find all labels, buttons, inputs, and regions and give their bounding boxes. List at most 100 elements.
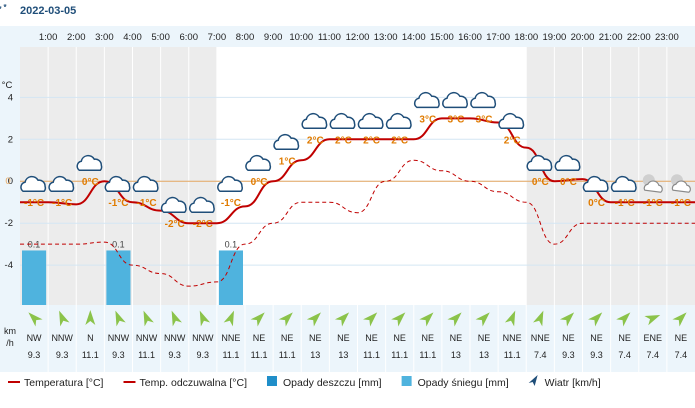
cloud-icon: [498, 112, 525, 130]
wind-speed-label: 9.3: [112, 350, 125, 360]
wind-arrow-shape: [115, 310, 126, 327]
legend-item: [528, 375, 538, 386]
legend-label: Opady śniegu [mm]: [418, 377, 509, 389]
wind-icon: [528, 375, 538, 386]
cloud-shape: [526, 154, 553, 171]
wind-arrow-shape: [447, 312, 462, 327]
wind-unit-label: /h: [6, 338, 14, 348]
wind-speed-label: 13: [479, 350, 489, 360]
wind-speed-label: 9.3: [562, 350, 575, 360]
wind-arrow-shape: [59, 310, 70, 327]
hour-label: 5:00: [151, 32, 170, 43]
wind-direction-label: ENE: [644, 333, 663, 343]
wind-direction-label: NNW: [51, 333, 73, 343]
hour-label: 22:00: [627, 32, 651, 43]
wind-direction-label: NNW: [108, 333, 130, 343]
y-tick-label: 0: [8, 176, 13, 187]
cloud-shape: [273, 133, 300, 151]
temperature-point-label: 3°C: [476, 114, 493, 125]
cloud-shape: [385, 112, 412, 130]
wind-direction-label: NNW: [136, 333, 158, 343]
cloud-icon: [217, 175, 243, 192]
hour-label: 23:00: [655, 32, 679, 43]
wind-arrow-shape: [419, 312, 434, 327]
wind-speed-label: 7.4: [647, 350, 660, 360]
hour-label: 12:00: [346, 32, 370, 43]
wind-direction-label: NNW: [192, 333, 214, 343]
cloud-shape: [48, 175, 75, 192]
wind-direction-label: NE: [675, 333, 688, 343]
cloud-shape: [217, 175, 243, 192]
hour-label: 16:00: [458, 32, 482, 43]
hour-label: 13:00: [374, 32, 398, 43]
cloud-shape: [329, 112, 356, 130]
moon-cloud-icon: [642, 174, 663, 193]
hour-label: 6:00: [180, 32, 199, 43]
temperature-point-label: 0°C: [560, 177, 577, 188]
wind-speed-label: 9.3: [28, 350, 41, 360]
cloud-icon: [301, 112, 328, 130]
cloud-icon: [160, 196, 187, 213]
wind-unit-label: km: [4, 326, 16, 336]
wind-arrow-icon: [588, 312, 603, 327]
wind-arrow-icon: [250, 312, 265, 327]
temperature-point-label: 0°C: [82, 177, 99, 188]
cloud-shape: [671, 180, 691, 193]
wind-speed-label: 11.1: [138, 350, 155, 360]
wind-arrow-icon: [171, 310, 182, 327]
hour-label: 15:00: [430, 32, 454, 43]
temperature-point-label: -1°C: [221, 198, 241, 209]
wind-arrow-shape: [85, 310, 96, 325]
legend-box-swatch: [401, 376, 412, 386]
temperature-point-label: -1°C: [615, 198, 635, 209]
y-tick-label: -4: [5, 260, 13, 271]
wind-arrow-icon: [28, 312, 43, 327]
wind-direction-label: NE: [562, 333, 575, 343]
cloud-shape: [498, 112, 525, 130]
wind-speed-label: 11.1: [82, 350, 99, 360]
cloud-icon: [554, 154, 581, 171]
wind-arrow-icon: [363, 312, 378, 327]
cloud-shape: [357, 112, 384, 130]
legend-label: Temp. odczuwalna [°C]: [139, 377, 247, 389]
wind-arrow-shape: [250, 312, 265, 327]
wind-arrow-shape: [672, 312, 687, 327]
wind-direction-label: N: [87, 333, 94, 343]
legend-label: Opady deszczu [mm]: [283, 377, 382, 389]
wind-arrow-shape: [644, 314, 661, 326]
cloud-icon: [526, 154, 553, 171]
legend-item: [401, 376, 412, 386]
cloud-snow-icon: [20, 175, 47, 192]
wind-speed-label: 7.4: [534, 350, 547, 360]
hour-label: 3:00: [95, 32, 114, 43]
snowflake-icon: *: [3, 3, 6, 12]
wind-arrow-shape: [588, 312, 603, 327]
wind-speed-label: 11.1: [223, 350, 240, 360]
feels-like-line: [20, 159, 695, 287]
wind-arrow-shape: [391, 312, 406, 327]
hour-label: 8:00: [236, 32, 255, 43]
temperature-point-label: 0°C: [251, 177, 268, 188]
cloud-icon: [76, 154, 103, 171]
temperature-point-label: 0°C: [532, 177, 549, 188]
wind-speed-label: 11.1: [391, 350, 408, 360]
wind-speed-label: 9.3: [590, 350, 603, 360]
y-tick-label: 4: [8, 92, 13, 103]
wind-arrow-icon: [616, 312, 631, 327]
temperature-point-label: -1°C: [108, 198, 128, 209]
temperature-point-label: 3°C: [448, 114, 465, 125]
legend-item: [266, 376, 277, 386]
cloud-shape: [160, 196, 187, 213]
wind-speed-label: 13: [451, 350, 461, 360]
cloud-icon: [132, 175, 159, 192]
wind-arrow-icon: [278, 312, 293, 327]
cloud-shape: [582, 175, 609, 192]
hour-label: 21:00: [599, 32, 623, 43]
wind-direction-label: NE: [450, 333, 463, 343]
hour-label: 9:00: [264, 32, 283, 43]
y-tick-label: 2: [8, 134, 13, 145]
wind-arrow-shape: [475, 312, 490, 327]
temperature-point-label: 3°C: [419, 114, 436, 125]
wind-arrow-shape: [171, 310, 182, 327]
